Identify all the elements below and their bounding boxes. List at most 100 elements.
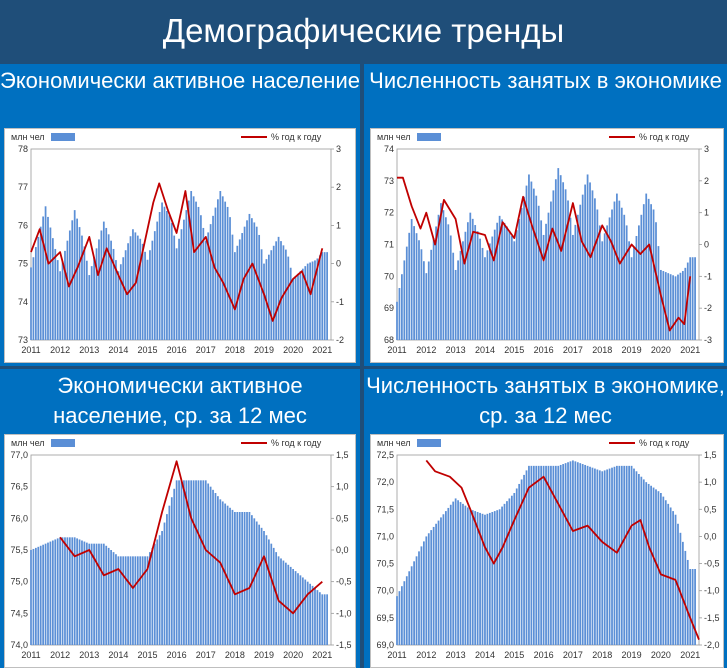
bar <box>139 238 142 340</box>
bar <box>294 571 297 645</box>
bar <box>255 226 258 340</box>
bar <box>396 596 398 645</box>
bar <box>190 480 193 645</box>
bar <box>606 469 609 645</box>
bar <box>506 501 508 645</box>
bar <box>552 190 555 340</box>
bar <box>59 537 61 645</box>
bar <box>321 252 324 340</box>
bar <box>39 545 42 645</box>
bar <box>569 461 572 645</box>
bar <box>628 241 630 340</box>
y-right-tick-label: -1,0 <box>704 586 720 596</box>
bar <box>545 465 547 645</box>
bar <box>119 264 122 340</box>
bar <box>115 554 117 645</box>
y-right-tick-label: 1,5 <box>704 450 717 460</box>
bar <box>601 241 604 340</box>
bar <box>430 530 433 645</box>
bar <box>299 575 302 645</box>
bar <box>200 480 202 645</box>
bar <box>49 227 52 340</box>
legend-label-right: % год к году <box>639 132 690 142</box>
bar <box>301 268 304 340</box>
panel-employed-12m: Численность занятых в экономике, ср. за … <box>364 369 727 668</box>
bar <box>515 230 518 340</box>
bar <box>183 480 185 645</box>
bar <box>119 556 122 645</box>
bar <box>163 206 166 340</box>
bar <box>569 217 572 340</box>
bar <box>537 465 540 645</box>
bar <box>418 240 420 340</box>
bar <box>197 206 200 340</box>
x-tick-label: 2015 <box>137 650 157 660</box>
x-tick-label: 2019 <box>254 345 274 355</box>
bar <box>251 218 253 340</box>
bar <box>202 480 205 645</box>
series-line <box>30 182 324 322</box>
bar <box>486 513 489 645</box>
bar <box>694 257 696 340</box>
legend-swatch-bars <box>51 439 75 447</box>
bar <box>606 225 609 340</box>
x-tick-label: 2017 <box>563 650 583 660</box>
bar <box>501 219 503 340</box>
y-right-tick-label: 3 <box>704 144 709 154</box>
bar <box>214 493 217 645</box>
bar <box>449 235 452 340</box>
bar <box>410 219 413 340</box>
legend-swatch-bars <box>51 133 75 141</box>
bar <box>141 556 144 645</box>
x-tick-label: 2013 <box>79 345 99 355</box>
bar <box>71 537 74 645</box>
bar <box>501 506 503 645</box>
bar <box>503 503 506 645</box>
bar <box>598 470 601 645</box>
bar <box>42 544 45 645</box>
bar <box>616 465 618 645</box>
x-tick-label: 2011 <box>387 650 406 660</box>
bar <box>413 561 415 645</box>
bar <box>647 198 650 340</box>
bar <box>454 269 457 340</box>
bar <box>287 256 290 340</box>
x-tick-label: 2011 <box>21 345 40 355</box>
bar <box>594 468 596 645</box>
bar <box>229 217 231 340</box>
bar <box>83 246 86 340</box>
bar <box>209 486 212 645</box>
bar <box>139 556 142 645</box>
y-right-tick-label: -0,5 <box>704 559 720 569</box>
bar <box>100 230 103 340</box>
x-tick-label: 2015 <box>137 345 157 355</box>
bar <box>168 505 171 645</box>
bar <box>686 559 689 645</box>
bar <box>88 275 91 340</box>
bar <box>124 250 127 340</box>
y-right-tick-label: 1,5 <box>336 450 349 460</box>
bar <box>153 543 156 645</box>
bar <box>156 221 159 340</box>
bar <box>83 541 86 645</box>
chart-box: млн чел % год к году 73 74 75 76 77 78 -2 -1 0 1 2 3 2… <box>4 128 356 363</box>
x-tick-label: 2016 <box>534 650 554 660</box>
bar <box>401 586 403 645</box>
bar <box>316 258 319 340</box>
bar <box>679 272 682 340</box>
bar <box>234 512 236 645</box>
x-tick-label: 2018 <box>592 650 612 660</box>
bar <box>403 260 406 340</box>
bar <box>518 483 521 645</box>
y-right-tick-label: 3 <box>336 144 341 154</box>
legend-label-right: % год к году <box>271 438 322 448</box>
bar <box>318 592 321 645</box>
bar <box>37 236 40 340</box>
bar <box>484 514 486 645</box>
bar <box>645 193 648 340</box>
y-right-tick-label: 0,0 <box>336 545 349 555</box>
bar <box>672 275 674 340</box>
bar <box>572 460 574 645</box>
bar <box>469 509 472 645</box>
bar <box>251 515 253 645</box>
